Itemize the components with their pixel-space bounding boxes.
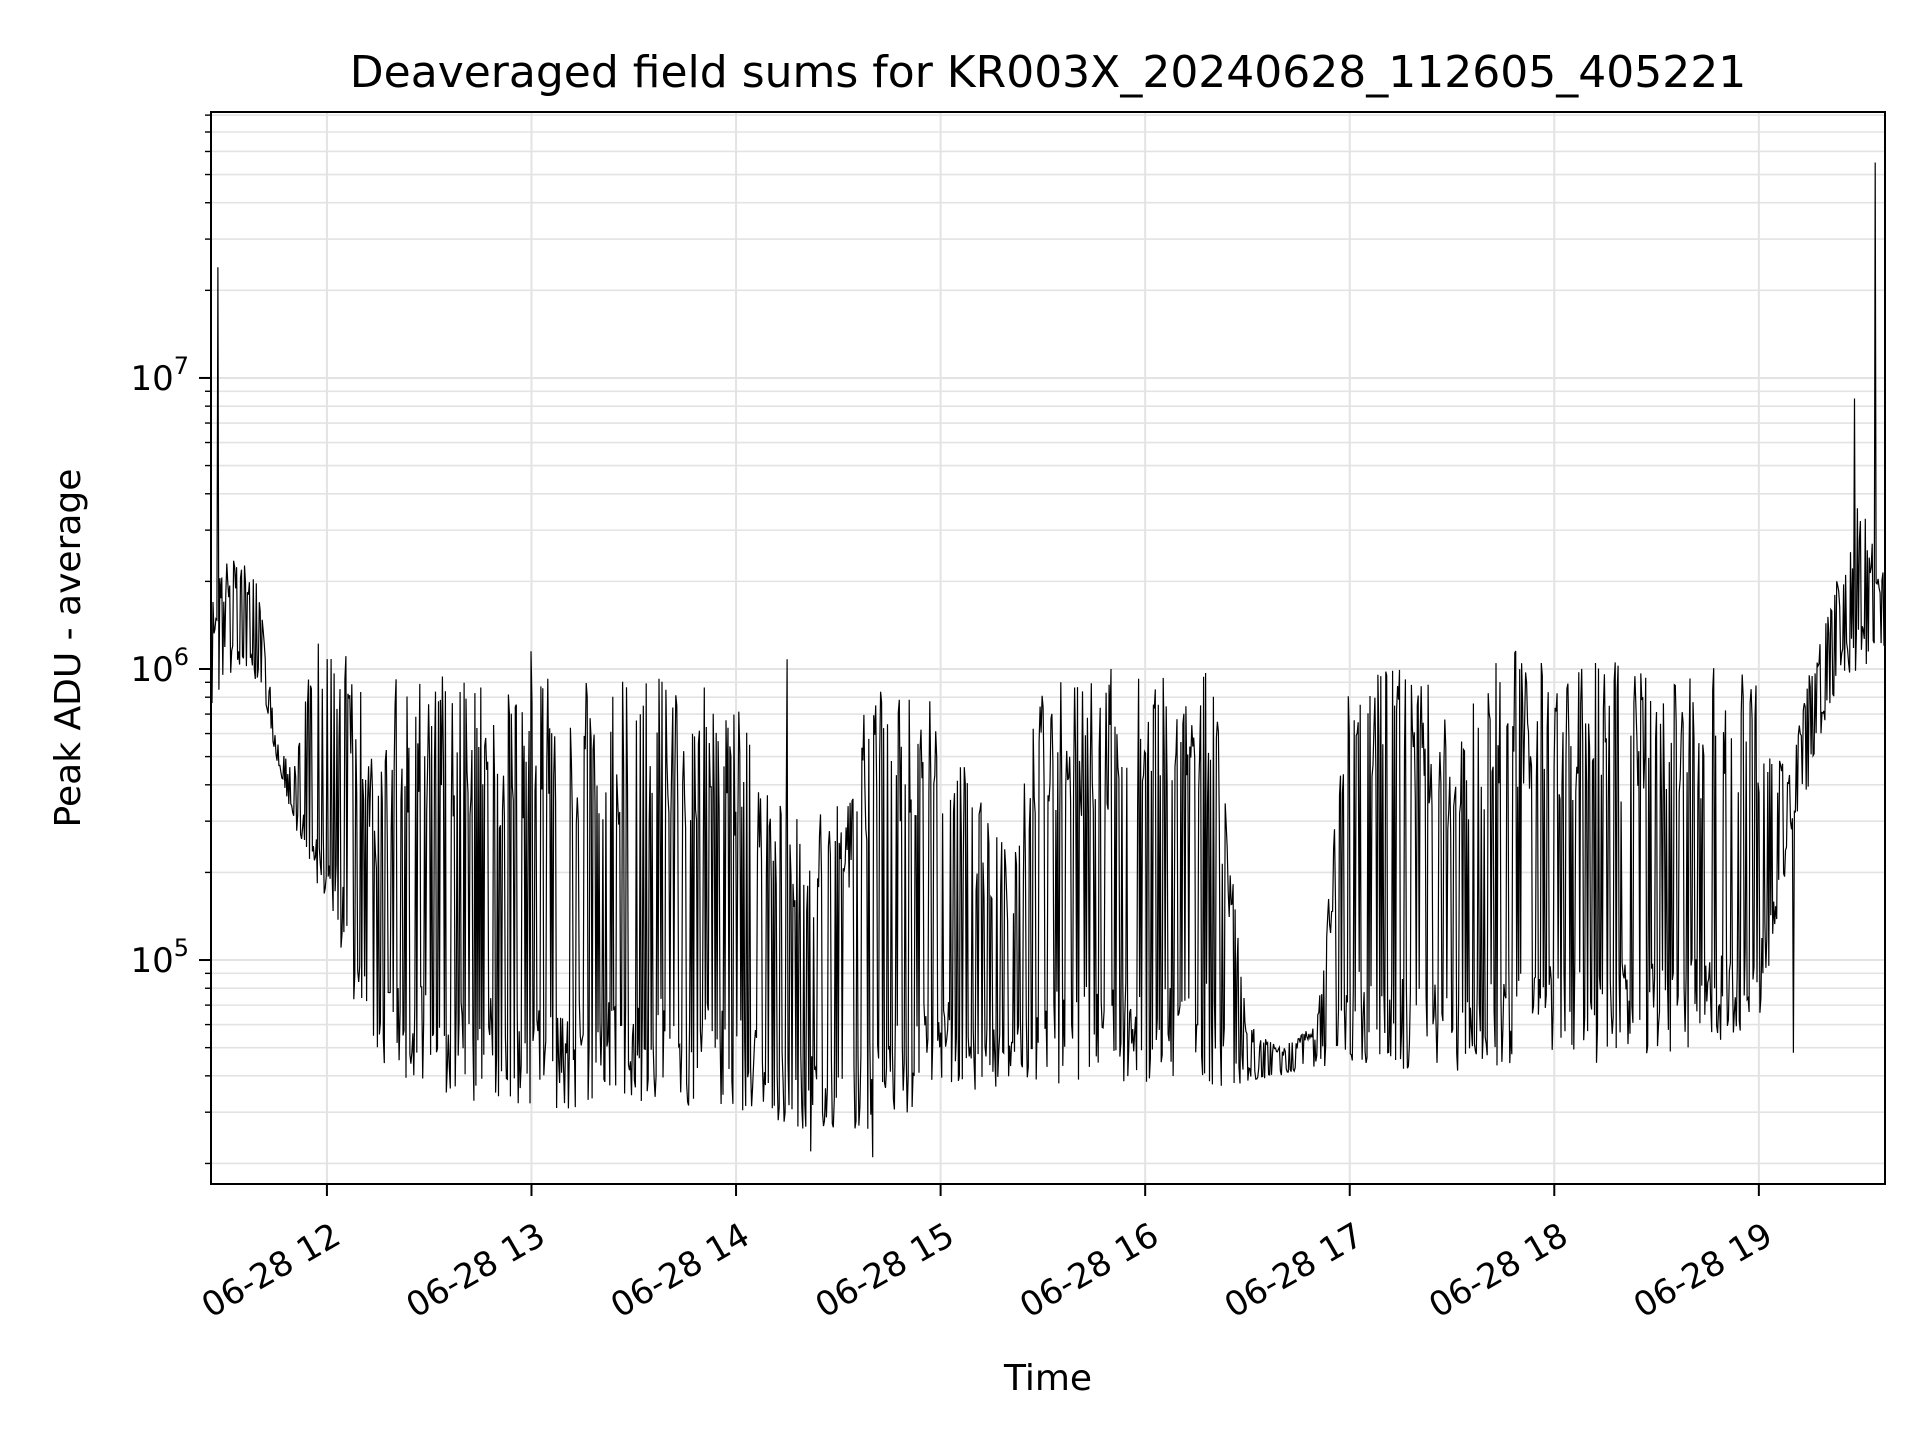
y-tick-label: 107: [130, 352, 189, 399]
y-tick-exponent: 5: [174, 934, 189, 962]
plot-frame: [210, 111, 1886, 1185]
y-tick-label: 106: [130, 643, 189, 690]
y-axis-label: Peak ADU - average: [48, 469, 89, 828]
series-line: [211, 162, 1885, 1158]
y-tick-base: 10: [130, 359, 173, 399]
y-tick-exponent: 7: [174, 352, 189, 380]
y-tick-label: 105: [130, 934, 189, 981]
x-axis-label: Time: [1003, 1358, 1092, 1399]
y-tick-base: 10: [130, 941, 173, 981]
data-layer: [211, 162, 1885, 1158]
y-tick-exponent: 6: [174, 643, 189, 671]
y-tick-base: 10: [130, 650, 173, 690]
chart-title: Deaveraged field sums for KR003X_2024062…: [350, 47, 1746, 98]
